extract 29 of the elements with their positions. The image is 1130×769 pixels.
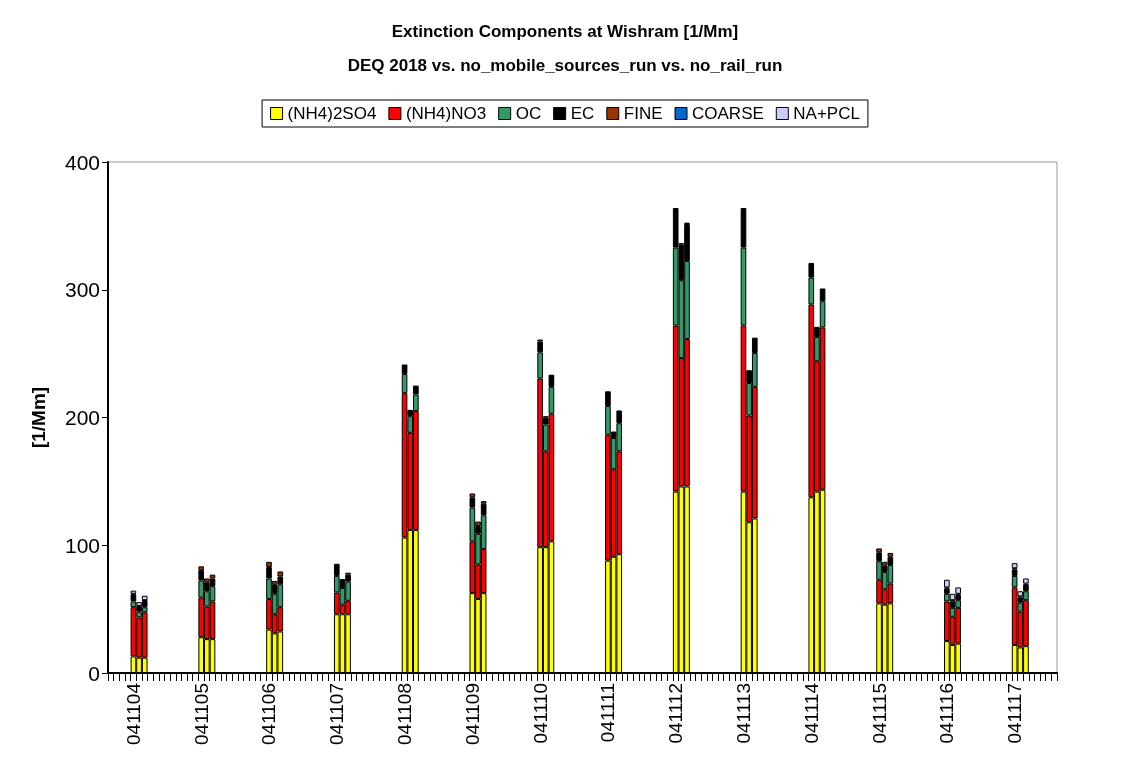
x-tick-label: 041114 xyxy=(800,682,822,744)
x-tick-label: 041105 xyxy=(190,683,212,745)
x-tick-label: 041113 xyxy=(732,683,754,744)
chart-subtitle: DEQ 2018 vs. no_mobile_sources_run vs. no_rail_run xyxy=(347,56,783,75)
x-tick-label: 041117 xyxy=(1004,683,1026,744)
y-tick-label: 200 xyxy=(64,406,100,429)
chart-title: Extinction Components at Wishram [1/Mm] xyxy=(391,22,739,41)
x-tick-label: 041112 xyxy=(665,683,687,744)
legend-label: EC xyxy=(570,104,595,123)
y-tick-label: 400 xyxy=(64,150,100,174)
legend-label: (NH4)2SO4 xyxy=(287,104,377,123)
y-tick-label: 100 xyxy=(64,533,100,557)
x-tick-label: 041111 xyxy=(597,683,619,743)
legend-label: NA+PCL xyxy=(793,104,860,123)
legend-label: OC xyxy=(515,104,542,123)
y-tick-label: 300 xyxy=(64,278,100,302)
y-axis-title: [1/Mm] xyxy=(28,386,49,449)
x-tick-label: 041104 xyxy=(122,682,144,745)
x-tick-label: 041115 xyxy=(868,683,890,744)
legend-label: (NH4)NO3 xyxy=(405,104,487,123)
x-tick-label: 041108 xyxy=(394,683,416,745)
x-tick-label: 041110 xyxy=(529,683,551,744)
x-tick-label: 041109 xyxy=(461,683,483,745)
x-tick-label: 041107 xyxy=(326,683,348,745)
legend-label: COARSE xyxy=(692,104,764,123)
x-tick-label: 041116 xyxy=(936,683,958,744)
x-tick-label: 041106 xyxy=(258,683,280,745)
legend-label: FINE xyxy=(623,104,663,123)
y-tick-label: 0 xyxy=(88,661,100,685)
